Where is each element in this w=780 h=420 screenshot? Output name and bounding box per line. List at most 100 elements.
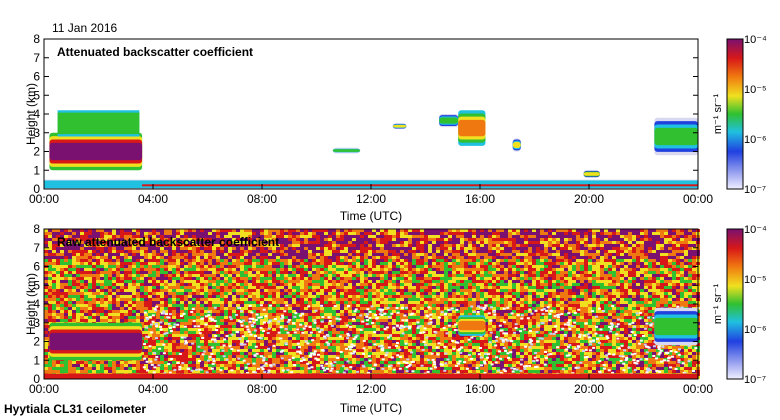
- noise-cell: [372, 298, 376, 301]
- noise-cell: [532, 304, 536, 307]
- noise-cell: [652, 289, 656, 292]
- noise-cell: [172, 232, 176, 235]
- noise-cell: [500, 289, 504, 292]
- noise-cell: [664, 271, 668, 274]
- noise-cell: [536, 304, 540, 307]
- noise-cell: [592, 253, 596, 256]
- noise-cell: [328, 256, 332, 259]
- noise-cell: [568, 292, 572, 295]
- noise-cell: [556, 298, 560, 301]
- noise-cell: [172, 229, 176, 232]
- noise-cell: [300, 262, 304, 265]
- noise-cell: [200, 253, 204, 256]
- noise-cell: [360, 304, 364, 307]
- noise-cell: [432, 238, 436, 241]
- noise-cell: [300, 274, 304, 277]
- noise-cell: [208, 277, 212, 280]
- noise-cell: [84, 253, 88, 256]
- noise-cell: [640, 244, 644, 247]
- noise-cell: [404, 316, 408, 319]
- noise-cell: [340, 310, 344, 313]
- noise-cell: [84, 277, 88, 280]
- noise-cell: [476, 265, 480, 268]
- noise-cell: [468, 298, 472, 301]
- noise-cell: [184, 265, 188, 268]
- noise-cell: [96, 274, 100, 277]
- noise-cell: [608, 274, 612, 277]
- noise-cell: [476, 301, 480, 304]
- noise-cell: [336, 232, 340, 235]
- noise-cell: [392, 259, 396, 262]
- noise-cell: [72, 304, 76, 307]
- noise-cell: [488, 274, 492, 277]
- noise-cell: [388, 277, 392, 280]
- noise-cell: [644, 229, 648, 232]
- noise-cell: [404, 256, 408, 259]
- noise-cell: [160, 292, 164, 295]
- noise-cell: [560, 277, 564, 280]
- noise-cell: [332, 295, 336, 298]
- noise-cell: [660, 271, 664, 274]
- noise-cell: [532, 310, 536, 313]
- noise-cell: [448, 253, 452, 256]
- noise-cell: [500, 301, 504, 304]
- noise-cell: [272, 238, 276, 241]
- noise-cell: [532, 238, 536, 241]
- noise-cell: [568, 286, 572, 289]
- noise-cell: [640, 292, 644, 295]
- noise-cell: [492, 247, 496, 250]
- noise-cell: [440, 232, 444, 235]
- noise-cell: [408, 259, 412, 262]
- noise-cell: [312, 310, 316, 313]
- noise-cell: [388, 232, 392, 235]
- noise-cell: [504, 250, 508, 253]
- noise-cell: [376, 241, 380, 244]
- noise-cell: [52, 307, 56, 310]
- noise-cell: [360, 271, 364, 274]
- noise-cell: [600, 265, 604, 268]
- noise-cell: [540, 241, 544, 244]
- noise-cell: [296, 268, 300, 271]
- noise-cell: [656, 301, 660, 304]
- noise-cell: [636, 268, 640, 271]
- noise-cell: [188, 235, 192, 238]
- noise-cell: [520, 283, 524, 286]
- noise-cell: [288, 298, 292, 301]
- noise-cell: [260, 235, 264, 238]
- noise-cell: [528, 238, 532, 241]
- noise-cell: [312, 253, 316, 256]
- noise-cell: [148, 244, 152, 247]
- noise-cell: [232, 307, 236, 310]
- noise-cell: [596, 262, 600, 265]
- noise-cell: [204, 253, 208, 256]
- noise-cell: [508, 289, 512, 292]
- noise-cell: [264, 304, 268, 307]
- noise-cell: [156, 235, 160, 238]
- noise-cell: [600, 286, 604, 289]
- noise-cell: [428, 283, 432, 286]
- noise-cell: [76, 235, 80, 238]
- noise-cell: [68, 310, 72, 313]
- noise-cell: [60, 301, 64, 304]
- noise-cell: [592, 259, 596, 262]
- noise-cell: [252, 256, 256, 259]
- noise-cell: [452, 256, 456, 259]
- noise-cell: [536, 310, 540, 313]
- noise-cell: [300, 238, 304, 241]
- noise-cell: [300, 259, 304, 262]
- noise-cell: [224, 229, 228, 232]
- noise-cell: [156, 259, 160, 262]
- noise-cell: [92, 277, 96, 280]
- noise-cell: [692, 262, 696, 265]
- y-axis-label-1: Height (km): [24, 83, 38, 145]
- noise-cell: [452, 274, 456, 277]
- noise-cell: [344, 301, 348, 304]
- noise-cell: [432, 265, 436, 268]
- noise-cell: [372, 283, 376, 286]
- noise-cell: [276, 316, 280, 319]
- noise-cell: [84, 289, 88, 292]
- noise-cell: [396, 295, 400, 298]
- noise-cell: [240, 244, 244, 247]
- noise-cell: [304, 244, 308, 247]
- noise-cell: [464, 250, 468, 253]
